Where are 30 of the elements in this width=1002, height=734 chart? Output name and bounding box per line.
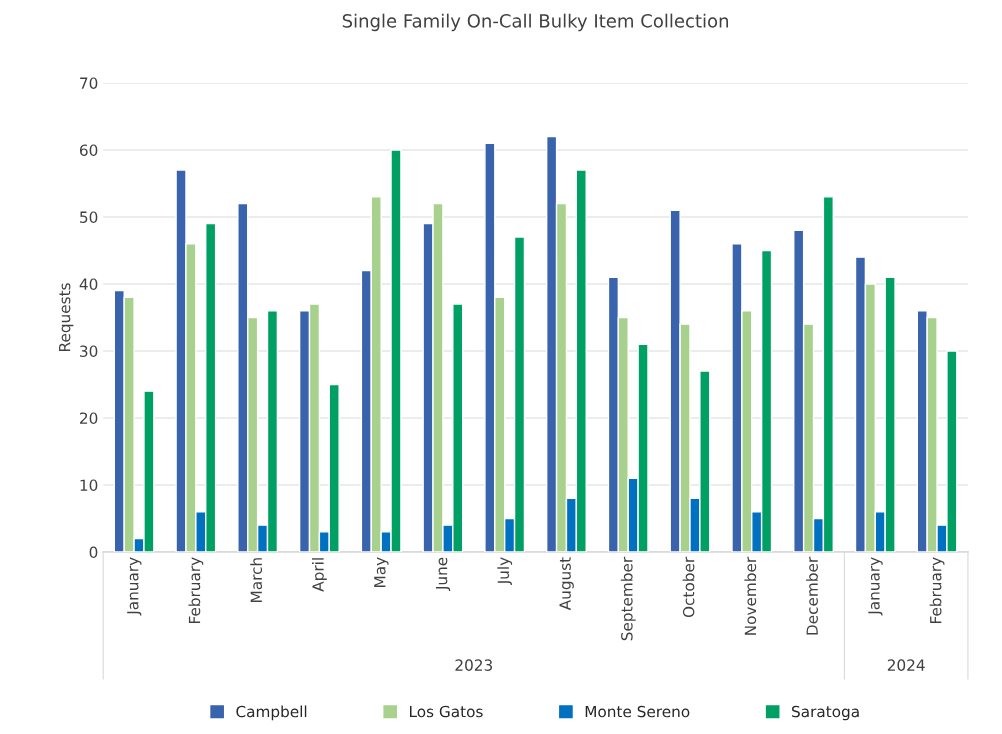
legend-label: Saratoga xyxy=(792,705,859,721)
x-tick-label: April xyxy=(311,558,327,592)
y-tick-label: 70 xyxy=(80,77,98,89)
y-tick-label: 0 xyxy=(89,546,98,558)
legend-label: Los Gatos xyxy=(410,705,483,718)
x-tick-label: February xyxy=(188,557,204,624)
x-tick-label: August xyxy=(559,557,574,611)
y-tick-label: 50 xyxy=(80,211,98,223)
x-tick-label: January xyxy=(868,557,883,616)
y-tick-label: 60 xyxy=(79,144,98,156)
x-tick-label: June xyxy=(436,557,451,591)
x-tick-label: July xyxy=(497,557,513,586)
x-tick-label: May xyxy=(374,557,389,587)
x-tick-label: September xyxy=(620,556,636,641)
x-tick-label: December xyxy=(806,556,818,635)
legend-label: Campbell xyxy=(236,705,307,721)
y-tick-label: 20 xyxy=(80,412,98,424)
y-tick-label: 30 xyxy=(80,345,98,357)
y-axis-title: Requests xyxy=(59,283,74,351)
legend-label: Monte Sereno xyxy=(585,705,690,718)
y-tick-label: 40 xyxy=(79,278,98,290)
x-tick-label: January xyxy=(127,557,142,616)
x-tick-label: March xyxy=(250,558,263,602)
text: 2023 xyxy=(455,659,493,671)
x-tick-label: October xyxy=(682,556,695,618)
text: 2024 xyxy=(887,659,925,671)
x-tick-label: November xyxy=(744,556,757,635)
y-tick-label: 10 xyxy=(80,479,98,491)
x-tick-label: February xyxy=(929,557,945,624)
chart-title: Single Family On-Call Bulky Item Collection xyxy=(342,13,728,32)
